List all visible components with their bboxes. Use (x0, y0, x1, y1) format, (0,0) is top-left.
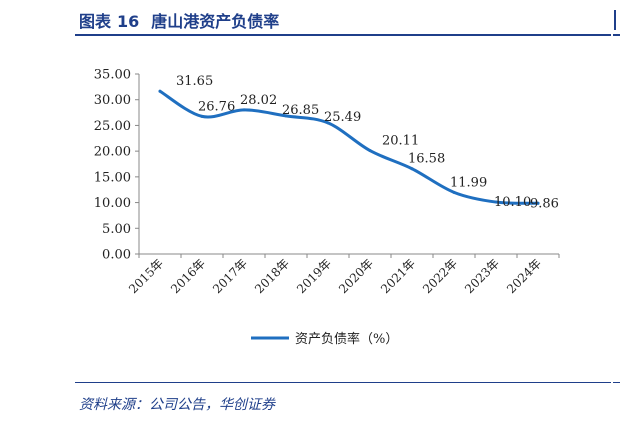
data-label: 11.99 (450, 175, 487, 190)
data-label: 31.65 (176, 74, 213, 89)
y-tick-label: 15.00 (94, 170, 131, 185)
data-label: 10.10 (494, 195, 531, 210)
line-chart: 0.00 5.00 10.00 15.00 20.00 25.00 30.00 35.00 20… (94, 68, 560, 347)
y-tick-label: 10.00 (94, 196, 131, 211)
x-tick-label: 2016年 (168, 256, 208, 296)
data-point (368, 149, 372, 153)
y-tick-label: 5.00 (102, 222, 131, 237)
data-point (242, 108, 246, 112)
data-point (452, 190, 456, 194)
y-tick-label: 20.00 (94, 145, 131, 160)
x-tick-label: 2017年 (210, 256, 250, 296)
data-label: 26.76 (198, 99, 235, 114)
source-note: 资料来源：公司公告，华创证券 (79, 397, 275, 413)
figure-label: 图表 (79, 12, 112, 31)
data-point (200, 114, 204, 118)
x-tick-label: 2019年 (294, 256, 334, 296)
x-tick-label: 2018年 (252, 256, 292, 296)
y-tick-label: 0.00 (102, 248, 131, 263)
figure-number: 16 (117, 12, 140, 31)
y-tick-label: 25.00 (94, 119, 131, 134)
figure-title: 图表 16 唐山港资产负债率 (79, 8, 279, 32)
adjacent-panel-rule (613, 34, 620, 36)
data-label: 28.02 (240, 93, 277, 108)
data-label: 26.85 (282, 103, 319, 118)
data-label: 25.49 (324, 110, 361, 125)
y-tick-label: 30.00 (94, 93, 131, 108)
legend-label: 资产负债率（%） (295, 331, 398, 347)
data-point (326, 121, 330, 125)
data-label: 16.58 (408, 152, 445, 167)
footer-rule (75, 382, 611, 383)
x-tick-label: 2015年 (126, 256, 166, 296)
header-rule (75, 34, 611, 36)
data-point (536, 201, 540, 205)
x-tick-label: 2021年 (378, 256, 418, 296)
x-tick-label: 2023年 (462, 256, 502, 296)
data-point (410, 167, 414, 171)
x-tick-label: 2024年 (504, 256, 544, 296)
adjacent-panel-edge (614, 10, 616, 30)
y-tick-label: 35.00 (94, 68, 131, 83)
x-tick-label: 2020年 (336, 256, 376, 296)
chart-title: 唐山港资产负债率 (151, 12, 280, 31)
data-point (284, 114, 288, 118)
data-label: 9.86 (530, 196, 559, 211)
figure-header: 图表 16 唐山港资产负债率 (0, 0, 620, 40)
adjacent-footer-rule (613, 382, 620, 383)
data-point (494, 200, 498, 204)
data-label: 20.11 (382, 134, 419, 149)
series-line (158, 89, 540, 205)
x-tick-label: 2022年 (420, 256, 460, 296)
data-point (158, 89, 162, 93)
